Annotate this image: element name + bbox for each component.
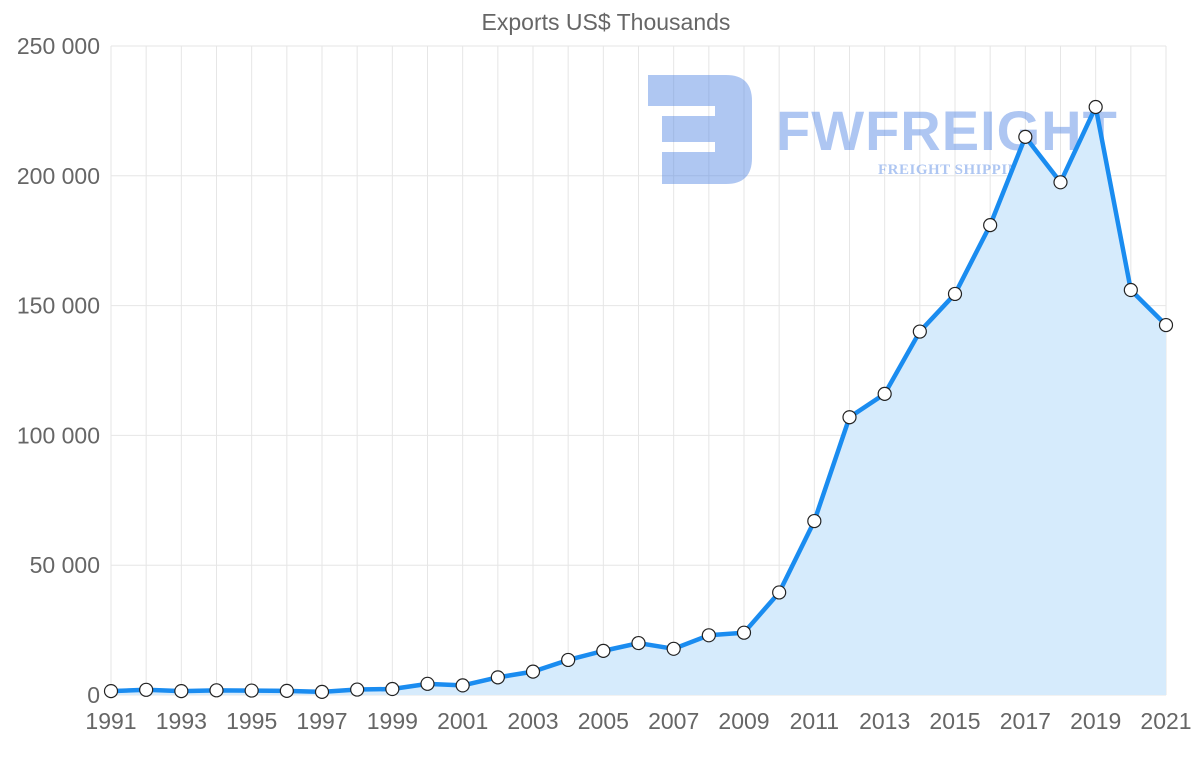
data-point (912, 324, 927, 339)
data-point (947, 286, 963, 302)
data-point (1053, 175, 1068, 190)
data-point (1158, 317, 1174, 333)
x-tick-label: 2013 (859, 708, 910, 734)
y-tick-label: 50 000 (30, 552, 100, 578)
watermark-tagline: FREIGHT SHIPPING (878, 162, 1031, 178)
x-tick-label: 2021 (1140, 708, 1191, 734)
data-point (1088, 99, 1103, 115)
x-tick-label: 1995 (226, 708, 277, 734)
x-tick-label: 1991 (85, 708, 136, 734)
data-point (736, 625, 752, 640)
data-point (209, 683, 224, 698)
y-tick-label: 200 000 (17, 163, 100, 189)
data-point (596, 643, 611, 658)
x-tick-label: 1997 (296, 708, 347, 734)
data-point (174, 684, 189, 699)
data-point (139, 682, 154, 697)
y-tick-label: 100 000 (17, 422, 100, 448)
y-tick-label: 150 000 (17, 293, 100, 319)
x-tick-label: 1999 (367, 708, 418, 734)
y-tick-label: 0 (87, 682, 100, 708)
data-point (561, 652, 576, 668)
data-point (279, 683, 294, 698)
series-area (111, 107, 1166, 695)
data-point (420, 676, 435, 691)
x-tick-labels: 1991 1993 1995 1997 1999 2001 2003 2005 2007 2009… (85, 708, 1191, 734)
x-tick-label: 2005 (578, 708, 629, 734)
x-tick-label: 2007 (648, 708, 699, 734)
fw-logo-icon (648, 75, 752, 184)
data-point (314, 684, 330, 699)
y-tick-labels: 0 50 000 100 000 150 000 200 000 250 000 (17, 33, 100, 708)
x-tick-label: 1993 (156, 708, 207, 734)
data-point (455, 678, 470, 693)
data-point (1018, 129, 1033, 144)
data-point (103, 684, 119, 699)
data-points (103, 99, 1174, 699)
data-point (244, 683, 259, 698)
watermark-brand: FWFREIGHT (776, 99, 1118, 162)
watermark: FWFREIGHT FREIGHT SHIPPING (648, 75, 1118, 184)
data-point (490, 670, 505, 685)
data-point (525, 664, 541, 679)
data-point (631, 635, 646, 651)
data-point (877, 386, 892, 401)
data-point (807, 513, 822, 529)
data-point (701, 628, 716, 643)
data-point (842, 410, 857, 425)
data-point (983, 218, 998, 233)
chart-title: Exports US$ Thousands (482, 9, 731, 35)
data-point (350, 682, 365, 697)
data-point (772, 585, 787, 600)
x-tick-label: 2009 (718, 708, 769, 734)
x-tick-label: 2015 (929, 708, 980, 734)
x-tick-label: 2001 (437, 708, 488, 734)
x-tick-label: 2003 (507, 708, 558, 734)
data-point (385, 681, 400, 697)
x-tick-label: 2011 (790, 708, 839, 734)
y-tick-label: 250 000 (17, 33, 100, 59)
x-tick-label: 2019 (1070, 708, 1121, 734)
data-point (666, 641, 681, 656)
data-point (1123, 282, 1138, 298)
x-tick-label: 2017 (1000, 708, 1051, 734)
